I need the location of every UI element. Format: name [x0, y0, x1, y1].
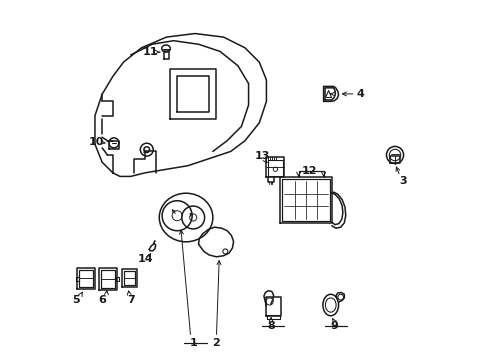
- Text: 9: 9: [330, 321, 338, 331]
- Text: 10: 10: [89, 138, 104, 148]
- Text: 1: 1: [189, 338, 197, 347]
- Text: 14: 14: [138, 254, 153, 264]
- Text: 4: 4: [356, 89, 364, 99]
- Text: 11: 11: [143, 47, 158, 57]
- Text: 13: 13: [254, 151, 270, 161]
- Text: 2: 2: [213, 338, 220, 347]
- Text: 7: 7: [127, 295, 135, 305]
- Text: 6: 6: [98, 295, 106, 305]
- Text: 12: 12: [301, 166, 317, 176]
- Text: 3: 3: [399, 176, 407, 186]
- Text: 8: 8: [267, 321, 275, 331]
- Text: 5: 5: [73, 295, 80, 305]
